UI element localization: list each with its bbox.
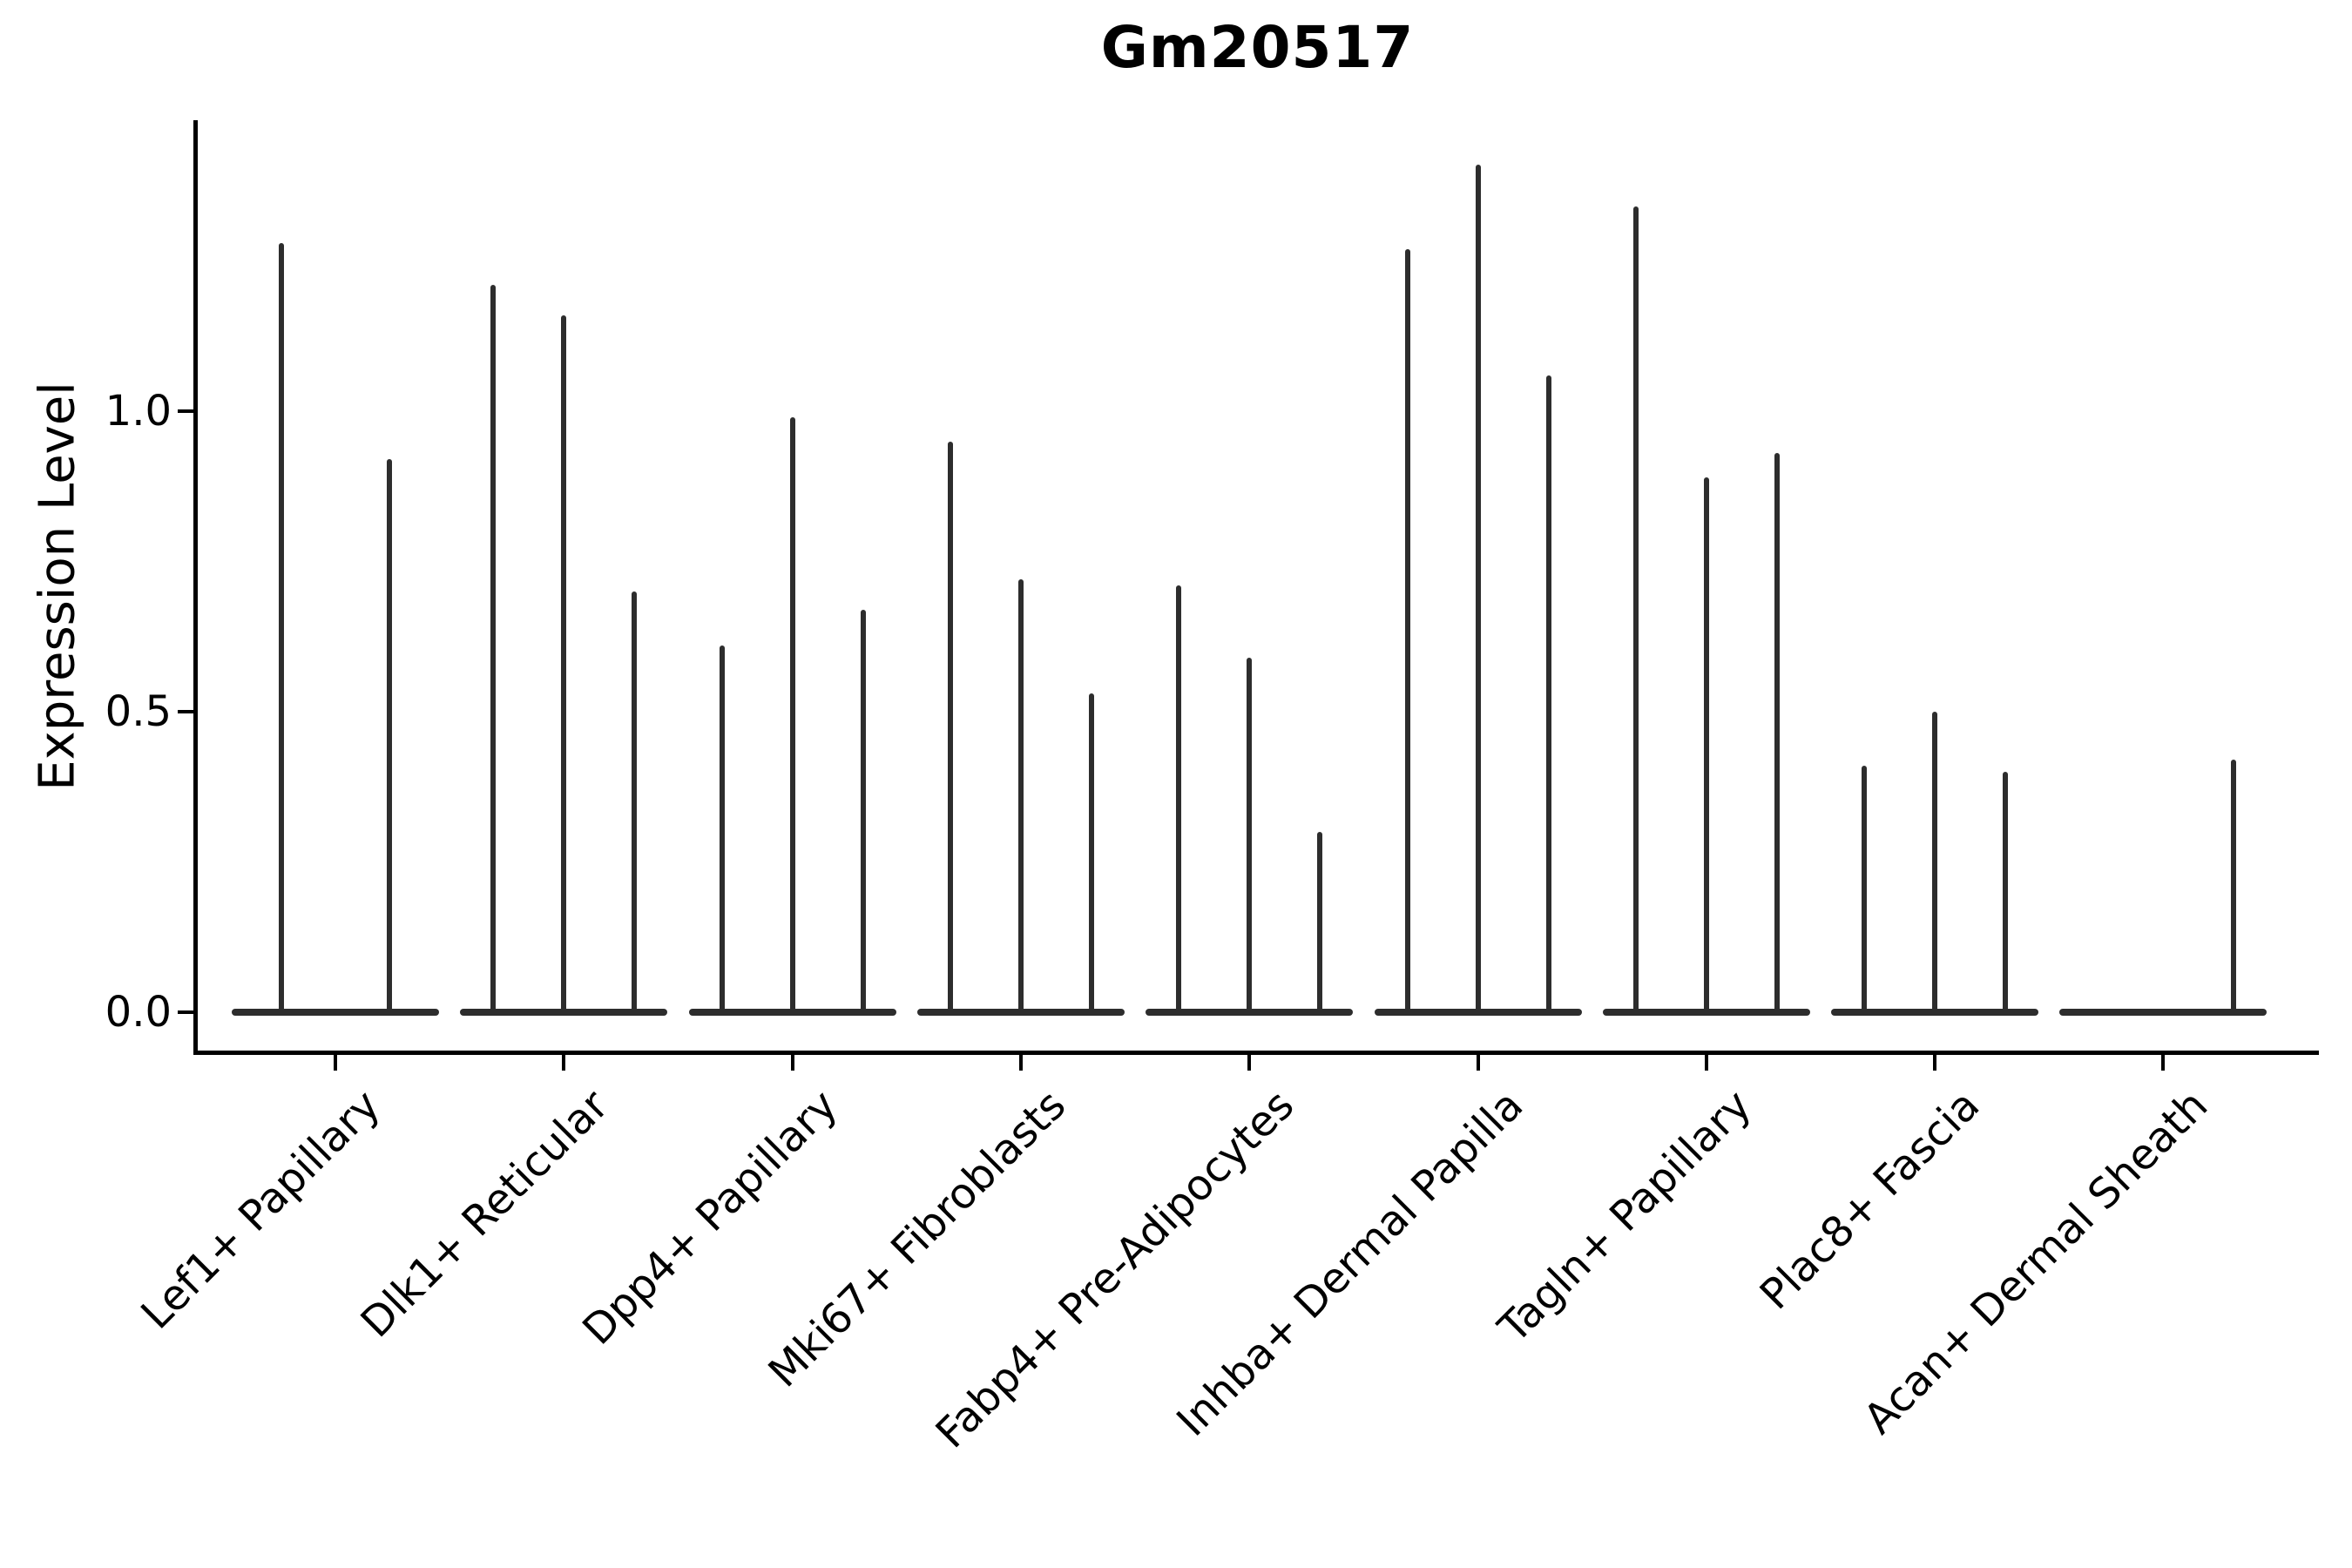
violin-spike: [789, 416, 795, 1012]
x-tick-mark: [1476, 1055, 1480, 1071]
y-tick-mark: [178, 1010, 193, 1014]
x-tick-mark: [2161, 1055, 2166, 1071]
violin-spike: [1932, 712, 1938, 1012]
violin-spike: [632, 591, 638, 1012]
violin-spike: [1404, 248, 1410, 1012]
violin-spike: [1088, 693, 1094, 1012]
x-tick-label-3: Dpp4+ Papillary: [572, 1080, 847, 1355]
x-tick-mark: [1247, 1055, 1252, 1071]
violin-baseline: [232, 1009, 439, 1016]
x-tick-mark: [790, 1055, 794, 1071]
violin-spike: [1632, 206, 1639, 1012]
x-tick-label-6: Inhba+ Dermal Papilla: [1166, 1080, 1532, 1446]
violin-baseline: [1146, 1009, 1354, 1016]
violin-spike: [561, 314, 567, 1012]
x-tick-mark: [334, 1055, 337, 1071]
violin-spike: [490, 285, 497, 1012]
violin-spike: [1545, 375, 1551, 1012]
x-tick-label-4: Mki67+ Fibroblasts: [759, 1080, 1076, 1397]
violin-baseline: [688, 1009, 896, 1016]
x-tick-label-8: Plac8+ Fascia: [1750, 1080, 1990, 1320]
y-tick-label: 0.5: [105, 687, 172, 736]
violin-baseline: [916, 1009, 1125, 1016]
x-tick-mark: [1933, 1055, 1937, 1071]
violin-spike: [2231, 760, 2237, 1012]
x-tick-label-9: Acan+ Dermal Sheath: [1855, 1080, 2218, 1444]
violin-spike: [1703, 476, 1709, 1012]
violin-baseline: [460, 1009, 668, 1016]
x-tick-mark: [1704, 1055, 1708, 1071]
violin-baseline: [1831, 1009, 2039, 1016]
y-tick-label: 0.0: [105, 988, 172, 1037]
x-axis-spine: [193, 1051, 2319, 1055]
violin-baseline: [2059, 1009, 2268, 1016]
violin-baseline: [1602, 1009, 1810, 1016]
violin-spike: [1774, 453, 1780, 1012]
violin-spike: [1317, 832, 1323, 1012]
violin-spike: [2003, 772, 2009, 1012]
violin-baseline: [1374, 1009, 1582, 1016]
violin-spike: [1017, 579, 1024, 1012]
x-tick-mark: [562, 1055, 566, 1071]
violin-spike: [947, 441, 953, 1012]
x-tick-label-5: Fabp4+ Pre-Adipocytes: [926, 1080, 1304, 1458]
y-axis-spine: [193, 120, 198, 1055]
y-tick-label: 1.0: [105, 387, 172, 436]
y-tick-mark: [178, 409, 193, 413]
x-tick-mark: [1018, 1055, 1023, 1071]
chart-title: Gm20517: [1100, 14, 1415, 81]
violin-spike: [1247, 657, 1253, 1012]
violin-spike: [719, 645, 725, 1012]
violin-spike: [1475, 165, 1481, 1012]
x-tick-label-7: Tagln+ Papillary: [1489, 1080, 1761, 1353]
violin-spike: [860, 609, 866, 1012]
violin-spike: [1862, 766, 1868, 1012]
violin-spike: [387, 459, 392, 1012]
y-tick-mark: [178, 710, 193, 713]
violin-spike: [279, 242, 284, 1012]
violin-spike: [1176, 585, 1182, 1012]
